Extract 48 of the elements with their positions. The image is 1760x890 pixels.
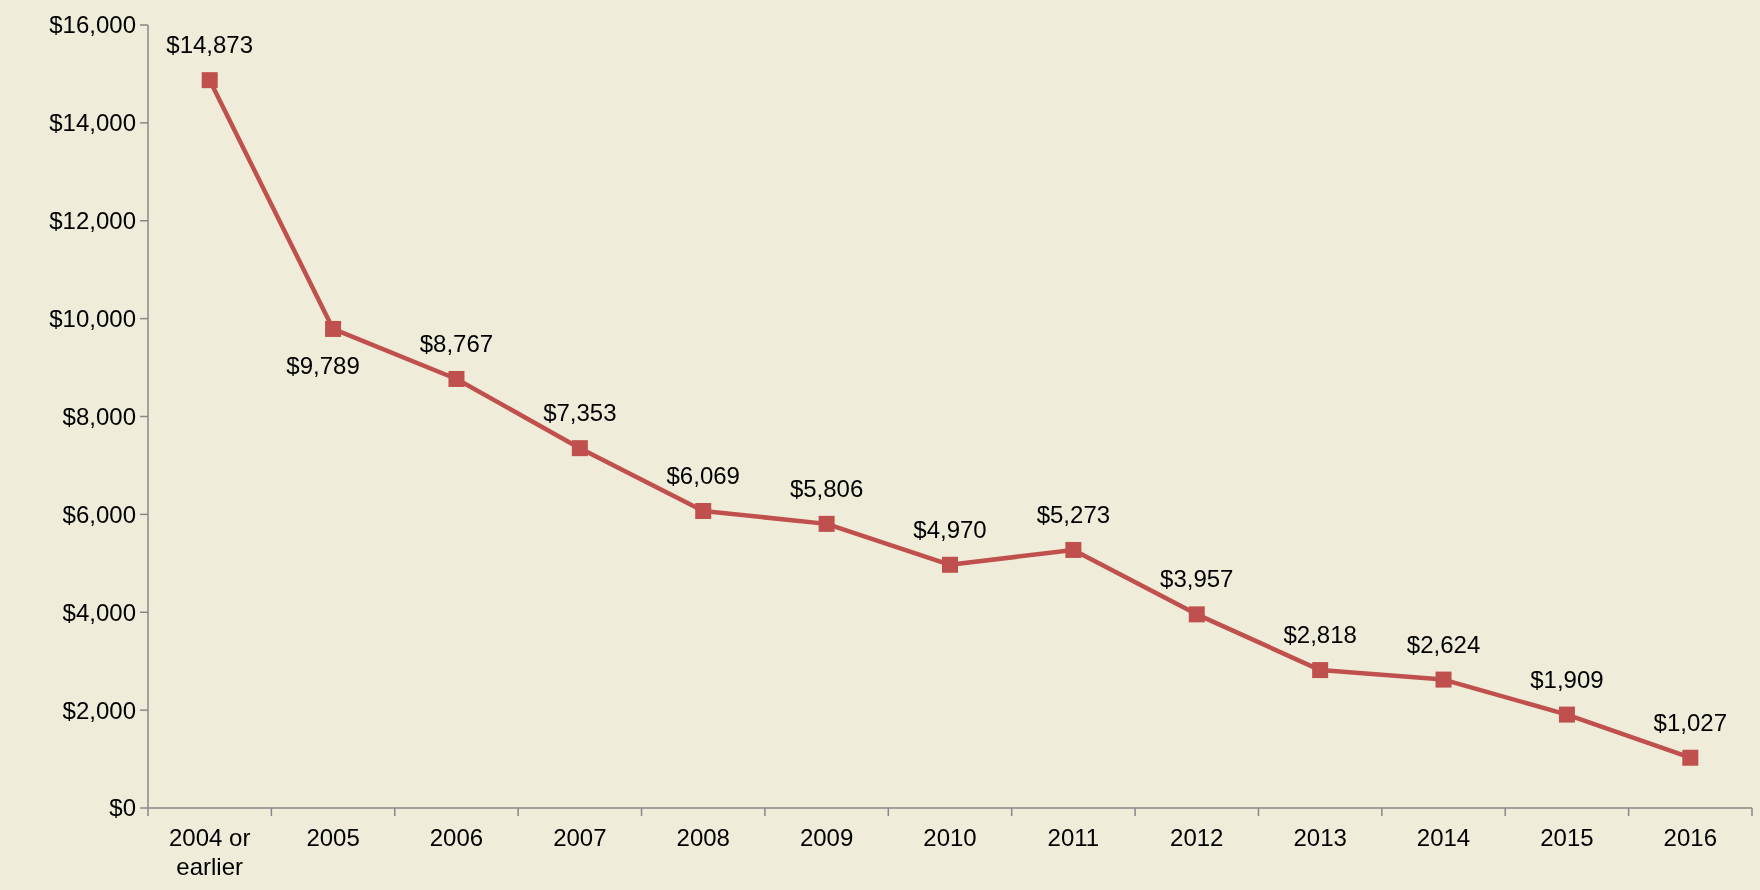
y-tick-label: $8,000 (62, 402, 136, 430)
x-tick-label: 2004 or earlier (168, 824, 251, 880)
point (942, 556, 958, 573)
x-tick-label: 2007 (553, 824, 607, 851)
point (818, 515, 835, 532)
point (448, 370, 465, 387)
data-label: $8,767 (419, 329, 494, 357)
point (1312, 662, 1329, 679)
data-label: $1,909 (1530, 665, 1604, 693)
data-label: $2,818 (1283, 621, 1357, 649)
data-label: $3,957 (1160, 565, 1234, 593)
x-tick-label: 2012 (1170, 824, 1224, 851)
y-tick-label: $6,000 (62, 500, 136, 528)
x-tick-label: 2008 (676, 824, 730, 851)
x-tick-label: 2014 (1416, 824, 1471, 851)
x-tick-label: 2011 (1047, 824, 1100, 851)
x-tick-label: 2010 (923, 824, 977, 851)
x-tick-label: 2006 (429, 824, 484, 851)
point (1188, 606, 1205, 623)
point (1065, 541, 1082, 558)
data-label: $1,027 (1653, 708, 1728, 736)
data-label: $9,789 (286, 351, 360, 379)
point (1435, 671, 1452, 688)
point (1682, 749, 1699, 766)
data-label: $5,273 (1036, 500, 1111, 528)
x-tick-label: 2005 (306, 824, 360, 851)
data-label: $2,624 (1406, 630, 1481, 658)
data-label: $4,970 (913, 515, 987, 543)
point (695, 503, 712, 519)
y-tick-label: $12,000 (49, 207, 136, 235)
x-tick-label: 2015 (1540, 824, 1594, 851)
y-tick-label: $16,000 (49, 11, 136, 39)
point (201, 72, 218, 89)
x-tick-label: 2013 (1293, 824, 1347, 851)
x-tick-label: 2016 (1663, 824, 1717, 851)
point (571, 440, 588, 457)
y-tick-label: $14,000 (49, 109, 136, 137)
data-label: $7,353 (543, 399, 617, 427)
point (1558, 706, 1575, 723)
data-label: $14,873 (166, 31, 254, 59)
y-tick-label: $10,000 (49, 305, 136, 333)
data-label: $6,069 (666, 462, 740, 489)
point (325, 320, 342, 337)
data-label: $5,806 (789, 474, 864, 502)
x-tick-label: 2009 (799, 824, 854, 851)
y-tick-label: $4,000 (62, 598, 136, 626)
y-tick-label: $0 (109, 794, 136, 822)
y-tick-label: $2,000 (62, 696, 136, 724)
